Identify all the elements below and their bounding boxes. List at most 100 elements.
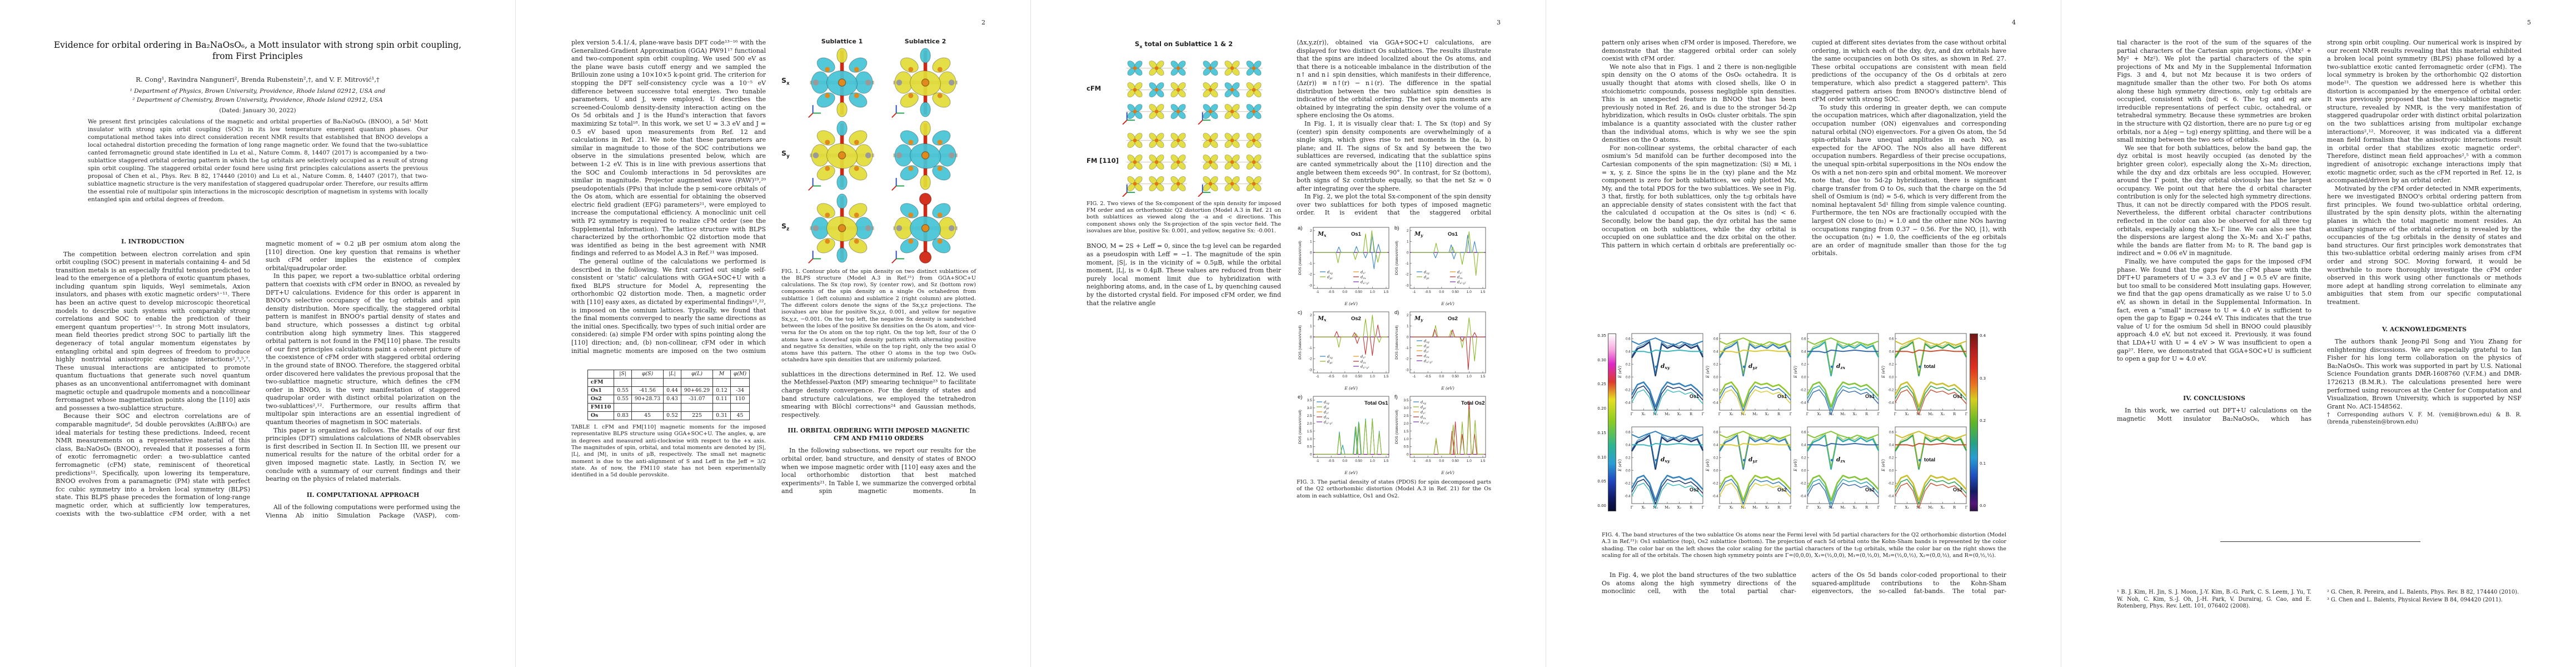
svg-text:-0.2: -0.2 (1712, 389, 1718, 392)
svg-text:3.0: 3.0 (1307, 406, 1312, 410)
svg-text:0.2: 0.2 (1713, 363, 1718, 366)
svg-text:1.5: 1.5 (1481, 290, 1486, 294)
svg-text:M₂: M₂ (1928, 412, 1934, 416)
svg-text:dx²-y²: dx²-y² (1421, 420, 1429, 426)
paragraph: We note also that in Figs. 1 and 2 there… (1602, 63, 1796, 144)
svg-text:-1: -1 (1413, 459, 1416, 463)
paragraph: In Fig. 1, it is visually clear that: I.… (1297, 120, 1491, 192)
svg-text:Γ: Γ (1877, 505, 1880, 510)
paragraph: acters of the Os 5d bands color-coded pr… (1812, 571, 2006, 595)
svg-text:-1: -1 (1406, 346, 1409, 350)
fig3-dos-panel-a: 2 1 0 -1 -2 -3 -1 -0.5 0.0 0.50 1.0 1.5 a) Mx Os1 DOS (… (1298, 225, 1389, 306)
paragraph: Because their SOC and electron correlati… (56, 412, 250, 517)
table-header-cell: φ(L) (680, 370, 714, 379)
table-cell: -31.07 (680, 395, 714, 404)
fig2-row-label: FM [110] (1087, 156, 1119, 165)
svg-text:0.2: 0.2 (1889, 456, 1894, 460)
svg-text:X₁: X₁ (1905, 505, 1910, 510)
svg-text:Os2: Os2 (1865, 487, 1875, 492)
svg-text:DOS (states/eV/cell): DOS (states/eV/cell) (1298, 410, 1302, 444)
table-cell: 0.12 (712, 386, 731, 396)
svg-text:X₂: X₂ (1765, 505, 1770, 510)
svg-text:Γ: Γ (1631, 505, 1633, 510)
svg-text:0.4: 0.4 (1889, 444, 1894, 447)
paragraph: Motivated by the cFM order detected in N… (2327, 185, 2522, 306)
figure-4-caption: FIG. 4. The band structures of the two s… (1602, 532, 2006, 559)
svg-text:a): a) (1298, 225, 1302, 231)
fig1-spin-density-cell (891, 48, 958, 118)
table-cell (680, 378, 714, 387)
table-cell (663, 378, 681, 387)
svg-text:dyz: dyz (1327, 275, 1333, 281)
fig1-col-header: Sublattice 2 (904, 38, 946, 45)
svg-text:0.6: 0.6 (1713, 337, 1718, 341)
svg-text:M₂: M₂ (1665, 412, 1670, 416)
fig3-dos-panel-d: 2 1 0 -1 -2 -3 -1 -0.5 0.0 0.50 1.0 1.5 d) My Os2 DOS (… (1394, 310, 1486, 391)
svg-text:1.0: 1.0 (1467, 459, 1472, 463)
paragraph: pattern only arises when cFM order is im… (1602, 39, 1796, 63)
svg-text:-0.5: -0.5 (1328, 290, 1334, 294)
table-cell: Os2 (587, 395, 615, 404)
svg-text:R: R (1865, 412, 1869, 416)
svg-text:-0.5: -0.5 (1328, 375, 1334, 379)
svg-text:0.6: 0.6 (1889, 337, 1894, 341)
svg-text:E (eV): E (eV) (1344, 470, 1358, 475)
svg-text:Γ: Γ (1631, 412, 1633, 416)
svg-text:dxy: dxy (1424, 270, 1429, 276)
svg-text:M₂: M₂ (1840, 505, 1846, 510)
svg-text:2: 2 (1310, 229, 1312, 233)
fig1-col-header: Sublattice 1 (821, 38, 863, 45)
table-cell (614, 378, 632, 387)
svg-text:X₂: X₂ (1941, 412, 1945, 416)
svg-text:M₂: M₂ (1752, 505, 1758, 510)
svg-text:-0.2: -0.2 (1888, 389, 1894, 392)
svg-text:Γ: Γ (1965, 505, 1968, 510)
paragraph: To study this ordering in greater depth,… (1812, 103, 2006, 257)
p3-column-2: ⟨Δx,y,z(r)⟩, obtained via GGA+SOC+U calc… (1297, 39, 1491, 634)
svg-text:E (eV): E (eV) (1706, 366, 1710, 379)
table-header-cell: φ(S) (631, 370, 664, 379)
paragraph: In this work, we carried out DFT+U calcu… (2117, 407, 2311, 422)
svg-text:Os2: Os2 (1351, 316, 1361, 322)
table-cell (730, 403, 750, 412)
svg-text:E (eV): E (eV) (1793, 366, 1798, 379)
svg-text:-1: -1 (1316, 290, 1319, 294)
svg-text:2: 2 (1407, 313, 1409, 317)
figure-3-caption: FIG. 3. The partial density of states (P… (1297, 479, 1491, 499)
figure-3: 2 1 0 -1 -2 -3 -1 -0.5 0.0 0.50 1.0 1.5 a) Mx Os1 DOS (… (1297, 223, 1491, 475)
svg-text:1.5: 1.5 (1384, 459, 1389, 463)
svg-text:R: R (1690, 412, 1693, 416)
svg-text:0: 0 (1310, 251, 1312, 255)
svg-text:M₂: M₂ (1665, 505, 1670, 510)
svg-text:dyz: dyz (1748, 456, 1758, 464)
svg-text:1: 1 (1310, 240, 1312, 244)
svg-text:3.0: 3.0 (1404, 406, 1409, 410)
p3-column-1: Sx total on Sublattice 1 & 2 cFM FM [110] … (1087, 39, 1281, 634)
svg-text:0.4: 0.4 (1801, 350, 1806, 354)
table-cell: 0.31 (712, 411, 731, 421)
svg-text:E (eV): E (eV) (1441, 386, 1454, 391)
svg-text:0.2: 0.2 (1626, 456, 1631, 460)
svg-text:dzx: dzx (1836, 456, 1846, 464)
svg-text:1.0: 1.0 (1467, 375, 1472, 379)
svg-text:0.6: 0.6 (1889, 431, 1894, 434)
svg-text:0.0: 0.0 (1889, 469, 1894, 472)
svg-text:1.0: 1.0 (1307, 437, 1312, 441)
paragraph: plex version 5.4.1/.4, plane-wave basis … (571, 39, 766, 257)
svg-text:-0.4: -0.4 (1800, 495, 1806, 498)
svg-text:Γ: Γ (1965, 412, 1968, 416)
reference-item: ¹ B. J. Kim, H. Jin, S. J. Moon, J.-Y. K… (2117, 589, 2311, 609)
svg-text:Os1: Os1 (1351, 231, 1362, 237)
svg-text:1.0: 1.0 (1404, 437, 1409, 441)
svg-text:0.4: 0.4 (1801, 444, 1806, 447)
svg-text:1.5: 1.5 (1481, 459, 1486, 463)
table-cell (680, 403, 714, 412)
svg-text:1.5: 1.5 (1384, 290, 1389, 294)
svg-text:dx²-y²: dx²-y² (1361, 365, 1369, 370)
svg-text:f): f) (1394, 394, 1398, 400)
svg-text:-1: -1 (1309, 262, 1312, 266)
svg-text:E (eV): E (eV) (1441, 470, 1454, 475)
svg-text:dxy: dxy (1324, 400, 1329, 406)
fig4-colorbar-left: 0.35 0.30 0.25 0.20 0.15 0.10 0.05 0.00 (1593, 334, 1617, 517)
